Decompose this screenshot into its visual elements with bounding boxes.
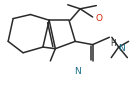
Text: H: H	[110, 39, 116, 48]
Text: N: N	[74, 67, 81, 76]
Text: O: O	[95, 14, 103, 23]
Text: N: N	[118, 44, 125, 53]
